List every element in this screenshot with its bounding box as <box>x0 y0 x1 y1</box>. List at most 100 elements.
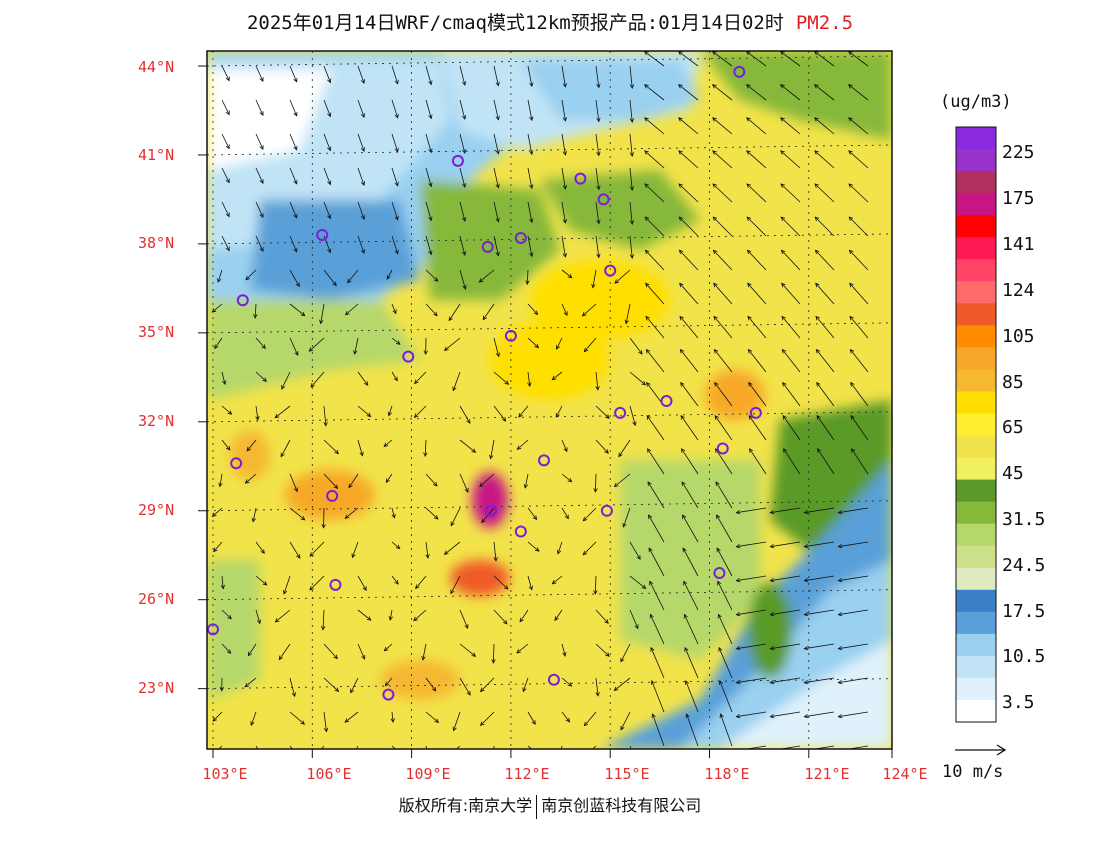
wind-arrow <box>459 167 466 188</box>
st-nanning <box>382 688 395 701</box>
wind-arrowhead <box>392 309 397 315</box>
wind-arrow <box>848 51 869 67</box>
wind-arrow <box>453 711 461 731</box>
wind-arrow <box>644 117 665 135</box>
wind-arrowhead <box>320 625 326 631</box>
wind-arrow <box>425 541 429 559</box>
wind-arrow <box>444 541 461 555</box>
wind-arrow <box>736 643 767 650</box>
wind-arrowhead <box>433 277 439 282</box>
st-chongqing <box>326 489 339 502</box>
wind-arrowhead <box>353 350 358 355</box>
colorbar-swatch <box>956 435 996 459</box>
wind-arrow <box>527 133 533 155</box>
wind-arrowhead <box>259 77 264 83</box>
wind-arrowhead <box>395 340 401 345</box>
wind-arrowhead <box>283 589 288 595</box>
wind-arrowhead <box>495 149 500 155</box>
wind-arrowhead <box>629 84 635 89</box>
wind-arrow <box>527 235 533 257</box>
wind-arrowhead <box>278 655 283 661</box>
wind-arrowhead <box>529 218 534 224</box>
wind-arrow <box>289 65 298 83</box>
wind-arrow <box>391 745 396 749</box>
wind-arrow <box>323 711 327 732</box>
st-nanjing <box>660 395 673 408</box>
wind-arrow <box>814 183 835 203</box>
wind-arrowhead <box>779 84 785 89</box>
wind-arrow <box>221 201 230 217</box>
wind-arrowhead <box>632 421 637 427</box>
wind-arrowhead <box>293 487 298 493</box>
wind-arrowhead <box>803 646 809 651</box>
wind-arrowhead <box>582 550 588 556</box>
wind-arrow <box>649 581 665 611</box>
wind-arrowhead <box>360 79 365 84</box>
wind-arrowhead <box>749 448 754 453</box>
wind-arrow <box>425 65 432 85</box>
colorbar-label: 31.5 <box>1002 509 1046 530</box>
wind-arrow <box>804 541 835 548</box>
wind-arrowhead <box>281 384 286 390</box>
wind-arrow <box>736 711 767 718</box>
wind-arrowhead <box>646 381 651 387</box>
wind-arrow <box>678 150 699 169</box>
wind-arrow <box>713 283 733 305</box>
wind-arrow <box>680 349 699 373</box>
wind-arrowhead <box>519 617 524 623</box>
wind-arrow <box>780 51 801 67</box>
wind-arrow <box>255 371 267 382</box>
wind-arrow <box>459 201 466 222</box>
colorbar-label: 85 <box>1002 372 1024 393</box>
wind-arrowhead <box>735 544 741 549</box>
wind-arrow <box>770 677 801 684</box>
wind-arrow <box>255 575 267 586</box>
wind-arrow <box>554 609 563 621</box>
wind-arrow <box>716 548 733 577</box>
wind-arrowhead <box>685 713 690 719</box>
wind-arrow <box>770 575 801 582</box>
wind-arrowhead <box>643 84 649 89</box>
wind-arrowhead <box>735 714 741 719</box>
colorbar-swatch <box>956 413 996 437</box>
st-wuhan <box>538 454 550 467</box>
wind-arrow <box>218 745 223 749</box>
wind-arrowhead <box>245 275 250 281</box>
wind-arrow <box>459 643 476 657</box>
wind-arrowhead <box>735 578 741 583</box>
wind-arrowhead <box>715 481 720 486</box>
wind-arrowhead <box>384 681 390 687</box>
wind-arrowhead <box>293 111 298 117</box>
wind-arrow <box>493 609 508 625</box>
wind-arrowhead <box>596 219 601 225</box>
wind-arrowhead <box>648 547 653 553</box>
wind-arrowhead <box>679 315 684 321</box>
wind-arrowhead <box>217 278 222 283</box>
wind-arrow <box>221 371 226 385</box>
wind-arrowhead <box>848 183 853 188</box>
wind-arrowhead <box>262 581 268 586</box>
wind-arrow <box>289 167 298 185</box>
wind-arrow <box>255 337 266 349</box>
wind-arrowhead <box>769 510 775 515</box>
wind-arrowhead <box>394 181 399 187</box>
wind-arrowhead <box>681 481 686 486</box>
wind-arrowhead <box>452 386 457 392</box>
wind-arrow <box>493 65 499 86</box>
wind-arrowhead <box>814 216 820 222</box>
wind-arrowhead <box>212 717 218 722</box>
st-tianjin <box>597 193 610 206</box>
wind-arrowhead <box>259 213 264 219</box>
wind-arrow <box>712 51 733 67</box>
wind-arrow <box>561 167 566 189</box>
wind-arrowhead <box>433 515 439 520</box>
wind-arrowhead <box>366 412 372 418</box>
wind-arrowhead <box>428 216 433 222</box>
st-taiyuan <box>481 240 494 253</box>
wind-arrowhead <box>222 380 227 386</box>
wind-arrow <box>255 99 264 116</box>
wind-arrow <box>712 183 733 203</box>
wind-arrow <box>391 167 399 186</box>
wind-arrow <box>849 283 869 305</box>
wind-arrow <box>814 150 835 169</box>
